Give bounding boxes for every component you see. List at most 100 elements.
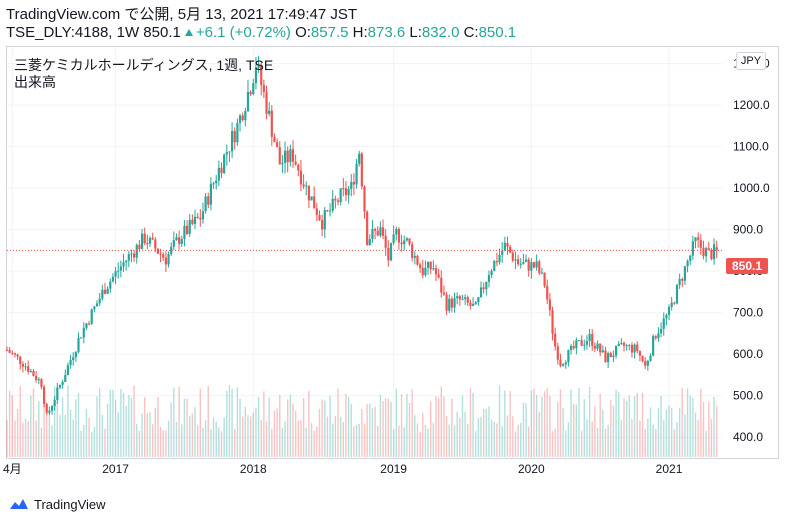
candle-body [326,210,329,212]
candle-body [509,246,512,253]
time-tick-label: 2017 [102,462,129,476]
candle-body [50,406,54,411]
currency-badge[interactable]: JPY [736,52,766,70]
volume-bar [387,398,390,457]
candle-body [522,261,525,264]
volume-bar [199,388,202,457]
candle-body [501,250,504,255]
candle-body [424,267,427,276]
candle-body [620,343,623,345]
candle-body [442,292,446,295]
volume-bar [599,393,601,457]
candle-body [286,150,289,163]
volume-bar [573,404,575,457]
volume-bar [628,395,631,457]
volume-bar [575,404,578,457]
candle-body [209,183,213,205]
candle-body [641,355,644,362]
candle-body [310,196,313,201]
candle-body [355,163,358,185]
candle-body [683,266,687,281]
volume-bar [716,406,718,457]
candle-body [456,296,459,299]
volume-bar [173,387,175,457]
candle-body [652,336,655,356]
candle-body [601,350,604,353]
candle-body [342,188,345,190]
candle-body [654,336,657,339]
candle-body [567,349,570,363]
volume-bar [647,418,649,457]
volume-bar [408,402,411,457]
volume-bar [8,390,11,457]
volume-bar [98,388,101,457]
candle-body [630,344,634,353]
candle-body [212,183,215,185]
candle-body [146,243,149,245]
volume-bar [154,407,156,457]
volume-bar [120,388,122,457]
volume-bar [469,387,472,457]
candle-body [331,198,334,211]
volume-bar [390,401,392,457]
candle-body [133,253,136,258]
candle-body [127,254,130,261]
candle-body [98,298,101,304]
volume-bar [493,421,495,457]
volume-bar [363,423,366,457]
volume-bar [445,415,448,457]
volume-bar [525,403,527,457]
candle-body [183,225,186,240]
candle-body [506,242,509,247]
candle-body [461,298,464,300]
volume-bar [294,410,297,457]
candle-body [257,64,260,69]
high-value: 873.6 [367,24,406,41]
candle-body [167,254,170,265]
candle-body [74,351,77,358]
candle-body [548,299,551,311]
volume-bar [663,420,665,457]
candle-body [204,196,207,212]
volume-bar [655,428,657,457]
volume-bar [226,390,228,457]
volume-bar [43,401,45,457]
candle-body [649,355,652,361]
candle-body [614,346,618,356]
price-tick-label: 1100.0 [733,140,769,154]
volume-bar [490,419,493,457]
candle-body [328,210,332,212]
volume-bar [80,430,82,457]
volume-bar [128,395,130,457]
volume-bar [535,394,538,457]
candle-body [471,304,475,306]
volume-bar [30,395,32,457]
candle-body [5,350,9,352]
candle-body [638,351,642,356]
candle-body [450,298,453,308]
candle-body [77,338,80,352]
candle-body [413,255,416,258]
candle-body [622,343,626,346]
volume-bar [477,418,480,457]
candle-body [636,344,639,352]
candle-body [299,170,303,185]
volume-bar [578,387,580,457]
volume-legend: 出来高 [14,74,56,90]
chart-area[interactable] [6,46,779,459]
tradingview-logo[interactable]: TradingView [8,495,106,513]
candle-body [125,260,128,263]
volume-bar [533,388,535,457]
volume-bar [178,386,180,457]
candle-body [691,241,694,256]
volume-bar [40,427,43,457]
volume-bar [231,389,233,457]
volume-bar [38,401,40,457]
volume-bar [141,413,143,457]
volume-bar [284,421,286,457]
price-tick-label: 500.0 [733,389,763,403]
volume-bar [204,420,207,457]
candle-body [249,92,252,95]
volume-bar [551,431,554,457]
